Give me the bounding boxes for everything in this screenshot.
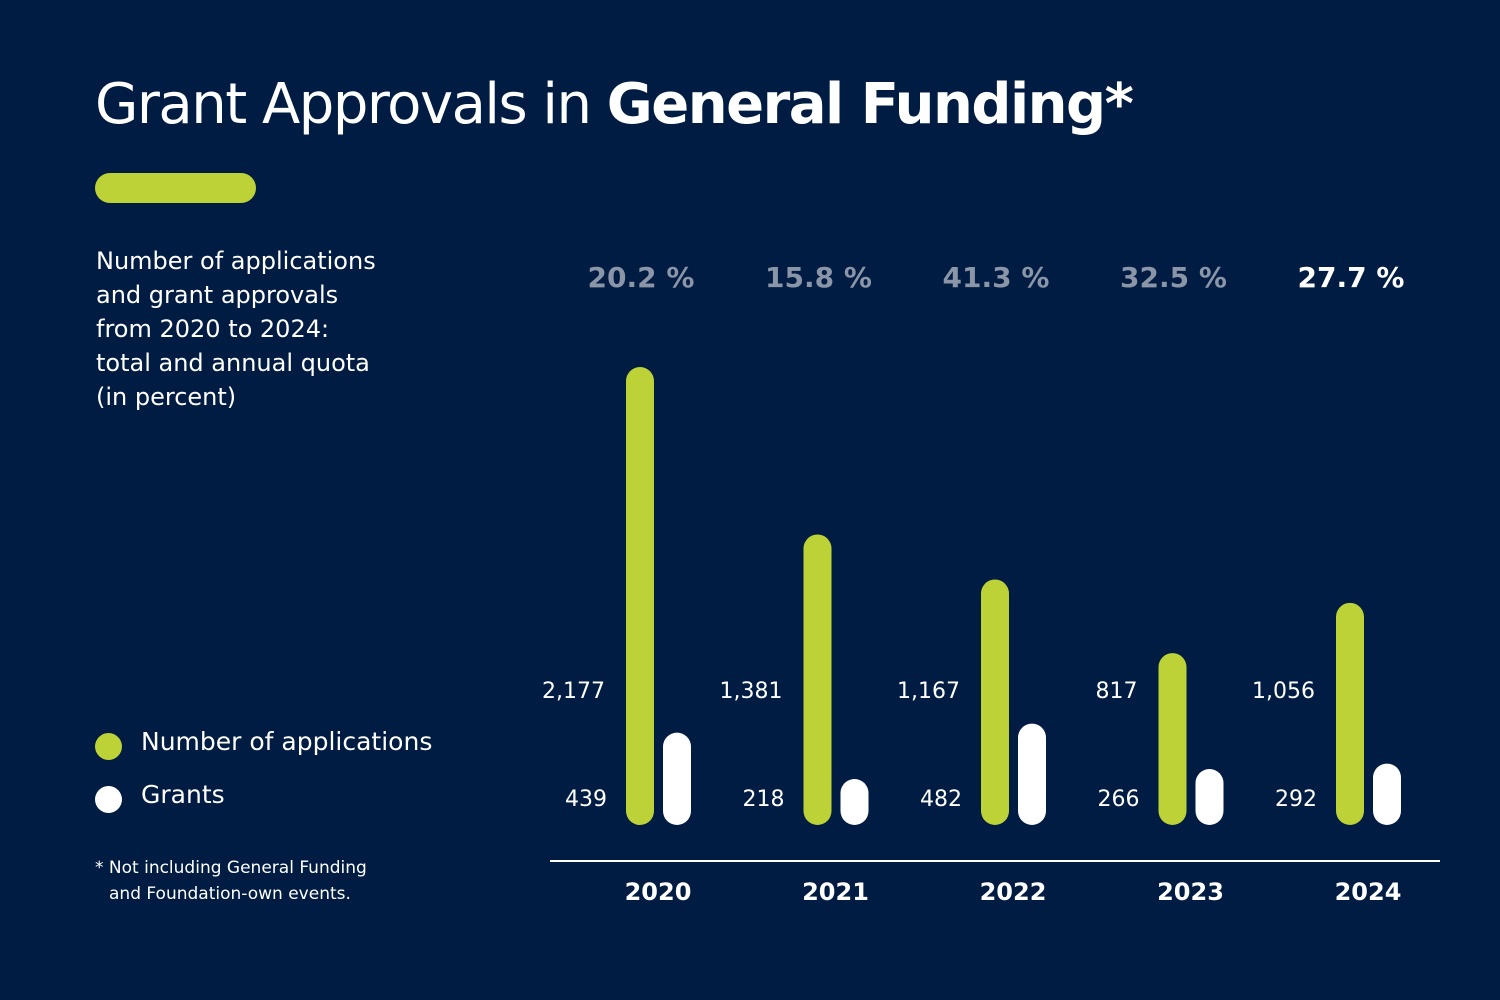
grants-value-label: 266 <box>1098 787 1140 812</box>
applications-value-label: 1,167 <box>897 679 960 704</box>
x-tick-label-2021: 2021 <box>802 878 869 906</box>
grants-value-label: 482 <box>920 787 962 812</box>
footnote-line-2: and Foundation-own events. <box>109 884 351 904</box>
applications-value-label: 1,056 <box>1252 679 1315 704</box>
grants-bar-2024 <box>1373 763 1401 825</box>
chart-subtitle: Number of applications and grant approva… <box>96 247 376 411</box>
grants-dot-icon <box>95 786 122 813</box>
quota-label-2020: 20.2 % <box>588 261 695 294</box>
quota-label-2024: 27.7 % <box>1298 261 1405 294</box>
quota-label-2022: 41.3 % <box>943 261 1050 294</box>
title-regular: Grant Approvals in <box>95 72 592 137</box>
applications-bar-2021 <box>803 534 832 825</box>
footnote-line-1: * Not including General Funding <box>95 858 367 878</box>
applications-value-label: 1,381 <box>720 679 783 704</box>
grants-bar-2023 <box>1195 769 1224 825</box>
grants-value-label: 292 <box>1275 787 1317 812</box>
applications-bar-2024 <box>1336 602 1364 825</box>
footnote: * Not including General Funding and Foun… <box>95 855 367 907</box>
x-tick-label-2020: 2020 <box>625 878 692 906</box>
grants-bar-2021 <box>840 779 869 825</box>
x-tick-label-2022: 2022 <box>980 878 1047 906</box>
applications-value-label: 817 <box>1096 679 1138 704</box>
title-bold: General Funding* <box>606 72 1134 137</box>
applications-bar-2022 <box>981 579 1009 825</box>
chart-title: Grant Approvals in General Funding* <box>95 72 1134 137</box>
applications-dot-icon <box>95 733 122 760</box>
legend-label-grants: Grants <box>141 780 225 809</box>
applications-value-label: 2,177 <box>542 679 605 704</box>
x-tick-label-2023: 2023 <box>1157 878 1224 906</box>
applications-bar-2020 <box>626 367 654 825</box>
accent-bar <box>95 173 256 203</box>
grants-value-label: 439 <box>565 787 607 812</box>
grants-bar-2020 <box>663 732 691 825</box>
legend-label-applications: Number of applications <box>141 727 433 756</box>
x-tick-label-2024: 2024 <box>1335 878 1402 906</box>
quota-label-2021: 15.8 % <box>765 261 872 294</box>
quota-label-2023: 32.5 % <box>1120 261 1227 294</box>
applications-bar-2023 <box>1158 653 1187 825</box>
grants-value-label: 218 <box>743 787 785 812</box>
grants-bar-2022 <box>1018 723 1046 825</box>
